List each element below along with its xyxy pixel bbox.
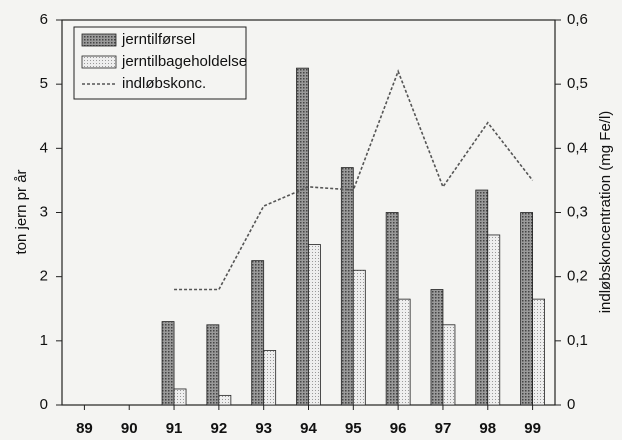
y-tick-label: 4 xyxy=(40,139,48,156)
y-tick-label: 0 xyxy=(40,396,48,413)
bar xyxy=(520,212,533,406)
bar xyxy=(385,212,399,406)
y-tick-label: 6 xyxy=(40,11,48,28)
legend-label: jerntilførsel xyxy=(121,31,195,48)
y2-tick-label: 0,2 xyxy=(567,268,588,285)
bar xyxy=(352,269,366,406)
x-tick-label: 91 xyxy=(166,420,183,437)
y2-tick-label: 0,4 xyxy=(567,139,588,156)
y2-tick-label: 0 xyxy=(567,396,575,413)
x-tick-label: 97 xyxy=(435,420,452,437)
y2-tick-label: 0,5 xyxy=(567,75,588,92)
y-tick-label: 1 xyxy=(40,332,48,349)
x-tick-label: 92 xyxy=(211,420,228,437)
bar xyxy=(430,289,444,406)
bar xyxy=(340,167,354,406)
bar xyxy=(296,67,309,406)
legend-label: jerntilbageholdelse xyxy=(121,53,247,70)
x-tick-label: 89 xyxy=(76,420,93,437)
bar xyxy=(161,321,175,406)
x-tick-label: 93 xyxy=(255,420,272,437)
x-tick-label: 94 xyxy=(300,420,317,437)
bar xyxy=(173,388,187,406)
y-tick-label: 2 xyxy=(40,268,48,285)
y2-tick-label: 0,3 xyxy=(567,203,588,220)
bar xyxy=(218,394,232,406)
y2-axis-label: indløbskoncentration (mg Fe/l) xyxy=(597,111,614,314)
bar xyxy=(206,324,220,406)
y-tick-label: 3 xyxy=(40,203,48,220)
x-tick-label: 90 xyxy=(121,420,138,437)
bar xyxy=(308,244,321,406)
bar xyxy=(263,350,277,406)
bar xyxy=(475,189,489,406)
line xyxy=(174,69,534,291)
bar xyxy=(251,260,265,406)
x-tick-label: 96 xyxy=(390,420,407,437)
x-tick-label: 99 xyxy=(524,420,541,437)
y2-tick-label: 0,6 xyxy=(567,11,588,28)
y-tick-label: 5 xyxy=(40,75,48,92)
y2-tick-label: 0,1 xyxy=(567,332,588,349)
bar xyxy=(397,298,411,406)
bar xyxy=(532,298,545,406)
legend-label: indløbskonc. xyxy=(122,75,206,92)
legend-swatch xyxy=(81,33,117,47)
bar xyxy=(442,324,456,406)
x-tick-label: 98 xyxy=(479,420,496,437)
x-tick-label: 95 xyxy=(345,420,362,437)
y-axis-label: ton jern pr år xyxy=(13,169,30,254)
legend-swatch xyxy=(81,55,117,69)
bar xyxy=(487,234,501,406)
